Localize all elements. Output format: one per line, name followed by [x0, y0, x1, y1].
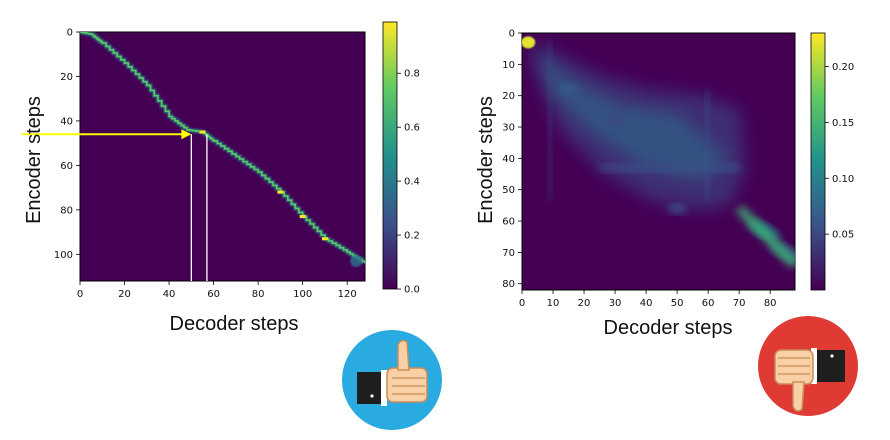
right-diffuse-attention	[522, 36, 795, 269]
x-tick-label: 20	[118, 289, 131, 300]
thumbs-up-icon	[342, 330, 442, 430]
y-tick-label: 40	[502, 154, 515, 165]
x-tick-label: 40	[640, 298, 653, 309]
y-tick-label: 0	[509, 29, 515, 40]
left-x-axis: 0 20 40 60 80 100 120	[77, 281, 357, 300]
y-tick-label: 20	[502, 91, 515, 102]
right-attention-chart: 0 10 20 30 40 50 60 70 80 0 10 20 30 40 50 60 70 80 Deco…	[475, 29, 854, 340]
left-annotation	[22, 129, 208, 281]
colorbar-tick-label: 0.8	[404, 69, 420, 80]
y-tick-label: 20	[60, 72, 73, 83]
colorbar-tick-label: 0.6	[404, 123, 420, 134]
colorbar-tick-label: 0.10	[832, 174, 854, 185]
y-tick-label: 30	[502, 123, 515, 134]
right-x-axis-label: Decoder steps	[604, 317, 733, 339]
x-tick-label: 80	[252, 289, 265, 300]
colorbar-tick-label: 0.0	[404, 285, 420, 296]
y-tick-label: 60	[60, 161, 73, 172]
left-y-axis-label: Encoder steps	[23, 96, 45, 224]
x-tick-label: 20	[578, 298, 591, 309]
right-colorbar-ticks: 0.05 0.10 0.15 0.20	[825, 62, 854, 241]
y-tick-label: 0	[67, 28, 73, 39]
x-tick-label: 120	[338, 289, 357, 300]
right-y-axis-label: Encoder steps	[475, 96, 497, 224]
x-tick-label: 10	[547, 298, 560, 309]
hotspot	[605, 115, 626, 126]
right-hotspots	[522, 36, 795, 269]
hotspot	[667, 203, 688, 214]
highlight-arrow-head	[181, 129, 192, 140]
y-tick-label: 70	[502, 248, 515, 259]
right-horizontal-streak	[600, 164, 740, 172]
hotspot	[522, 36, 536, 49]
x-tick-label: 80	[764, 298, 777, 309]
x-tick-label: 60	[702, 298, 715, 309]
y-tick-label: 40	[60, 116, 73, 127]
x-tick-label: 70	[733, 298, 746, 309]
left-heatmap-background	[79, 31, 366, 282]
thumbs-down-icon	[758, 316, 858, 416]
colorbar-tick-label: 0.4	[404, 177, 420, 188]
x-tick-label: 0	[77, 289, 83, 300]
right-vertical-streak-2	[705, 90, 710, 200]
hotspot	[558, 84, 579, 95]
right-diffuse-core	[540, 55, 730, 180]
alignment-line	[80, 32, 365, 264]
left-colorbar-ticks: 0.0 0.2 0.4 0.6 0.8	[397, 69, 420, 296]
y-tick-label: 50	[502, 185, 515, 196]
colorbar-tick-label: 0.05	[832, 230, 854, 241]
alignment-peak	[277, 190, 284, 194]
y-tick-label: 80	[60, 205, 73, 216]
left-y-axis: 0 20 40 60 80 100	[54, 28, 80, 261]
right-y-axis: 0 10 20 30 40 50 60 70 80	[502, 29, 522, 290]
y-tick-label: 100	[54, 250, 73, 261]
colorbar-tick-label: 0.2	[404, 231, 420, 242]
right-vertical-streak-1	[548, 40, 552, 200]
x-tick-label: 30	[609, 298, 622, 309]
x-tick-label: 40	[163, 289, 176, 300]
left-alignment-path	[80, 32, 365, 267]
y-tick-label: 80	[502, 279, 515, 290]
colorbar-tick-label: 0.15	[832, 118, 854, 129]
right-colorbar	[810, 32, 826, 291]
x-tick-label: 50	[671, 298, 684, 309]
alignment-peak	[321, 237, 328, 241]
right-x-axis: 0 10 20 30 40 50 60 70 80	[519, 290, 777, 309]
left-colorbar	[382, 21, 398, 290]
alignment-tail	[350, 254, 363, 267]
y-tick-label: 60	[502, 217, 515, 228]
late-alignment-band	[735, 204, 795, 269]
left-x-axis-label: Decoder steps	[170, 313, 299, 335]
x-tick-label: 0	[519, 298, 525, 309]
left-attention-chart: 0 20 40 60 80 100 120 0 20 40 60 80 100 Decoder ste…	[22, 21, 420, 335]
alignment-peak	[299, 215, 306, 219]
alignment-peak	[199, 130, 206, 134]
x-tick-label: 100	[293, 289, 312, 300]
y-tick-label: 10	[502, 60, 515, 71]
colorbar-tick-label: 0.20	[832, 62, 854, 73]
x-tick-label: 60	[207, 289, 220, 300]
